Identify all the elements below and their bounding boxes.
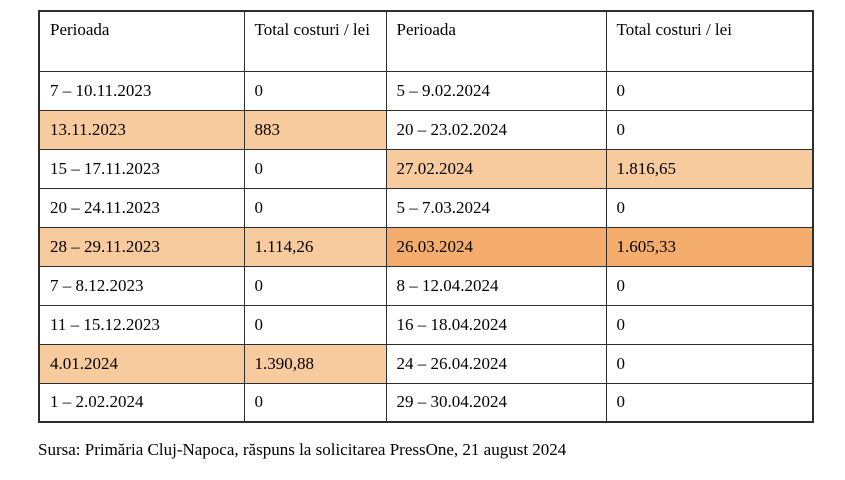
- table-row: 13.11.2023 883 20 – 23.02.2024 0: [38, 109, 814, 150]
- table-row: 7 – 10.11.2023 0 5 – 9.02.2024 0: [38, 70, 814, 111]
- period-cell: 7 – 8.12.2023: [38, 265, 245, 306]
- cost-cell: 0: [605, 187, 814, 228]
- cost-cell: 0: [243, 70, 387, 111]
- cost-cell: 1.605,33: [605, 226, 814, 267]
- cost-cell: 1.390,88: [243, 343, 387, 384]
- column-header-period-right: Perioada: [385, 10, 607, 72]
- cost-cell: 0: [243, 304, 387, 345]
- table-header-row: Perioada Total costuri / lei Perioada To…: [38, 10, 814, 72]
- column-header-period-left: Perioada: [38, 10, 245, 72]
- page: Perioada Total costuri / lei Perioada To…: [38, 10, 814, 459]
- period-cell: 24 – 26.04.2024: [385, 343, 607, 384]
- table-row: 4.01.2024 1.390,88 24 – 26.04.2024 0: [38, 343, 814, 384]
- cost-cell: 0: [605, 304, 814, 345]
- period-cell: 28 – 29.11.2023: [38, 226, 245, 267]
- cost-cell: 0: [605, 382, 814, 423]
- period-cell: 16 – 18.04.2024: [385, 304, 607, 345]
- period-cell: 4.01.2024: [38, 343, 245, 384]
- period-cell: 26.03.2024: [385, 226, 607, 267]
- cost-cell: 0: [243, 148, 387, 189]
- cost-cell: 0: [605, 343, 814, 384]
- period-cell: 13.11.2023: [38, 109, 245, 150]
- table-row: 28 – 29.11.2023 1.114,26 26.03.2024 1.605,3…: [38, 226, 814, 267]
- period-cell: 20 – 23.02.2024: [385, 109, 607, 150]
- cost-cell: 0: [243, 187, 387, 228]
- cost-cell: 0: [605, 109, 814, 150]
- cost-cell: 0: [605, 265, 814, 306]
- cost-cell: 0: [243, 265, 387, 306]
- period-cell: 5 – 7.03.2024: [385, 187, 607, 228]
- table-row: 7 – 8.12.2023 0 8 – 12.04.2024 0: [38, 265, 814, 306]
- source-note: Sursa: Primăria Cluj-Napoca, răspuns la …: [38, 440, 567, 459]
- period-cell: 1 – 2.02.2024: [38, 382, 245, 423]
- table-row: 11 – 15.12.2023 0 16 – 18.04.2024 0: [38, 304, 814, 345]
- cost-cell: 1.114,26: [243, 226, 387, 267]
- period-cell: 8 – 12.04.2024: [385, 265, 607, 306]
- period-cell: 15 – 17.11.2023: [38, 148, 245, 189]
- table-body: 7 – 10.11.2023 0 5 – 9.02.2024 0 13.11.2023 8…: [38, 70, 814, 423]
- costs-table: Perioada Total costuri / lei Perioada To…: [38, 10, 814, 423]
- period-cell: 5 – 9.02.2024: [385, 70, 607, 111]
- period-cell: 7 – 10.11.2023: [38, 70, 245, 111]
- cost-cell: 0: [605, 70, 814, 111]
- period-cell: 27.02.2024: [385, 148, 607, 189]
- cost-cell: 0: [243, 382, 387, 423]
- table-row: 15 – 17.11.2023 0 27.02.2024 1.816,65: [38, 148, 814, 189]
- table-row: 20 – 24.11.2023 0 5 – 7.03.2024 0: [38, 187, 814, 228]
- cost-cell: 883: [243, 109, 387, 150]
- table-row: 1 – 2.02.2024 0 29 – 30.04.2024 0: [38, 382, 814, 423]
- column-header-costs-left: Total costuri / lei: [243, 10, 387, 72]
- period-cell: 29 – 30.04.2024: [385, 382, 607, 423]
- column-header-costs-right: Total costuri / lei: [605, 10, 814, 72]
- period-cell: 20 – 24.11.2023: [38, 187, 245, 228]
- cost-cell: 1.816,65: [605, 148, 814, 189]
- period-cell: 11 – 15.12.2023: [38, 304, 245, 345]
